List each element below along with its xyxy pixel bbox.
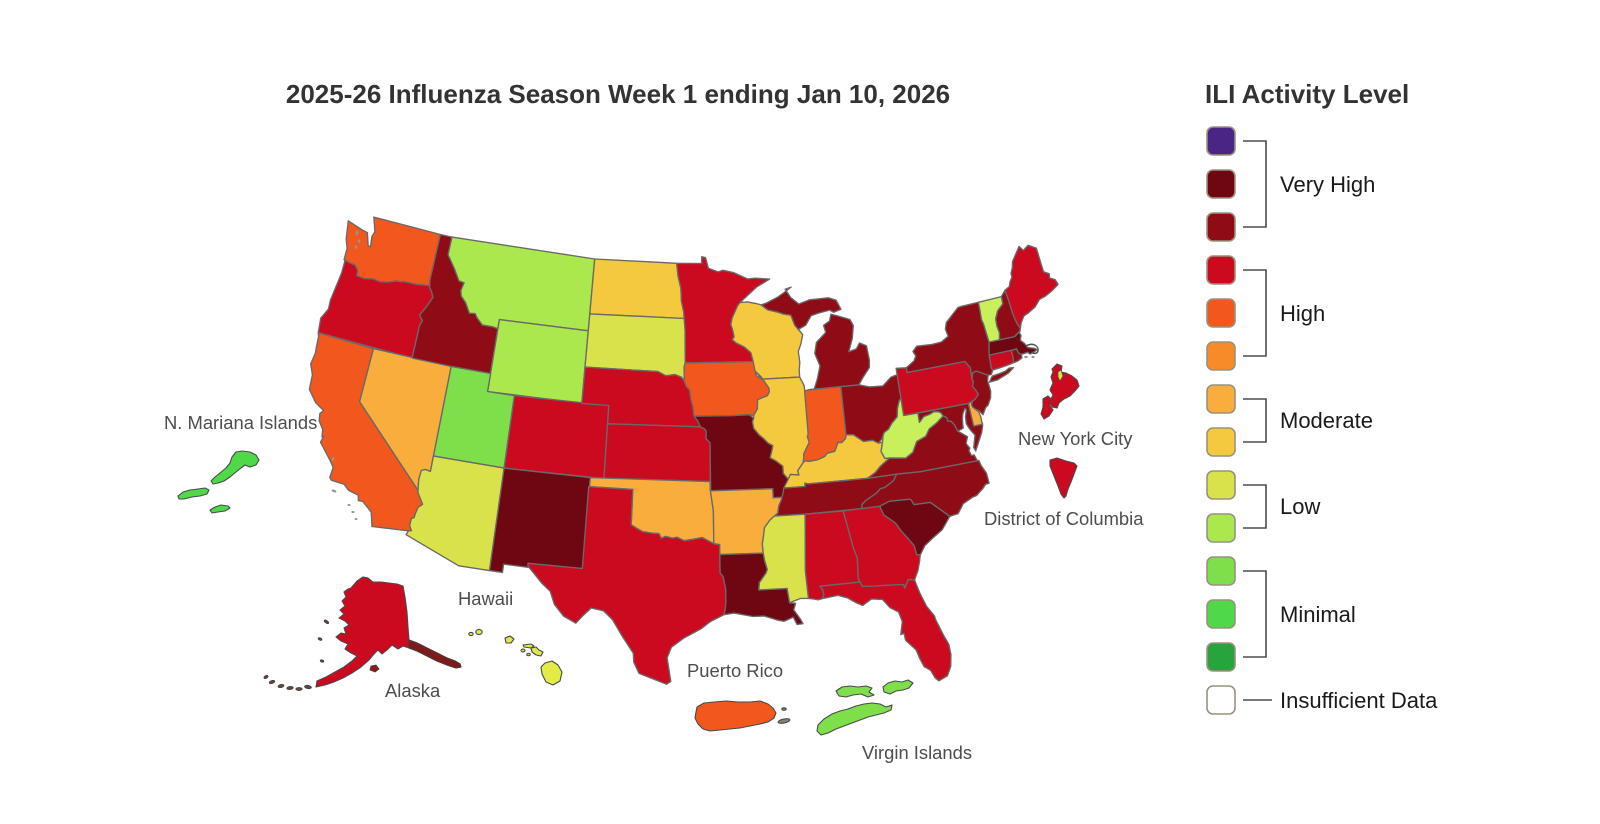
svg-text:Moderate: Moderate: [1280, 408, 1373, 433]
svg-text:Minimal: Minimal: [1280, 602, 1356, 627]
svg-text:Insufficient Data: Insufficient Data: [1280, 688, 1438, 713]
svg-text:Alaska: Alaska: [385, 680, 441, 701]
svg-text:New York City: New York City: [1018, 428, 1133, 449]
svg-text:2025-26 Influenza Season Week: 2025-26 Influenza Season Week 1 ending J…: [286, 79, 950, 109]
svg-text:Puerto Rico: Puerto Rico: [687, 660, 783, 681]
svg-text:High: High: [1280, 301, 1325, 326]
svg-text:Hawaii: Hawaii: [458, 588, 513, 609]
svg-text:N. Mariana Islands: N. Mariana Islands: [164, 412, 317, 433]
svg-text:Very High: Very High: [1280, 172, 1375, 197]
svg-text:Virgin Islands: Virgin Islands: [862, 742, 972, 763]
svg-text:District of Columbia: District of Columbia: [984, 508, 1144, 529]
svg-text:ILI Activity Level: ILI Activity Level: [1205, 79, 1409, 109]
svg-text:Low: Low: [1280, 494, 1320, 519]
